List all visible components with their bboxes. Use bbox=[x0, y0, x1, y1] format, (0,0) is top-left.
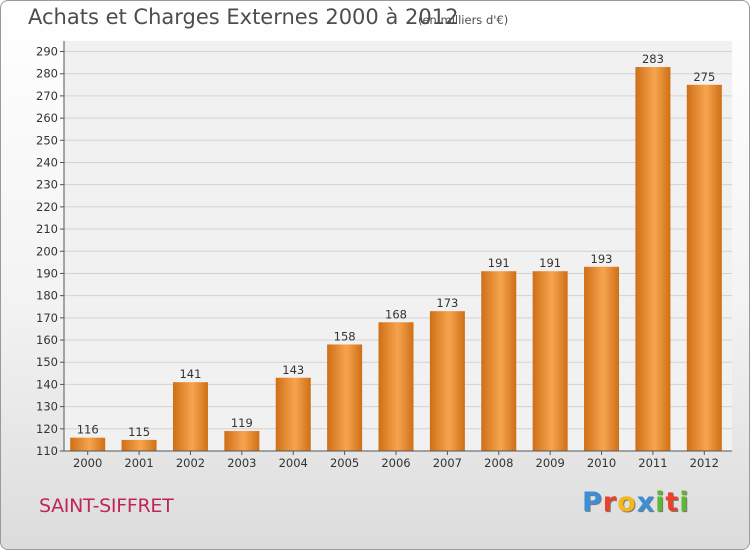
logo-letter: i bbox=[655, 487, 666, 518]
chart-subtitle: (en milliers d'€) bbox=[418, 13, 509, 27]
x-tick-label: 2012 bbox=[690, 456, 719, 470]
bar bbox=[327, 344, 363, 451]
bars: 116 115 141 119 143 158 168 173 191 191 193 283 275 bbox=[70, 52, 722, 452]
y-tick-label: 250 bbox=[36, 133, 58, 147]
bar-value-label: 191 bbox=[488, 256, 510, 270]
bar-value-label: 158 bbox=[334, 329, 356, 343]
y-tick-label: 160 bbox=[36, 333, 58, 347]
y-tick-label: 180 bbox=[36, 289, 58, 303]
logo-letter: t bbox=[665, 487, 680, 518]
logo-letter: i bbox=[679, 487, 690, 518]
y-tick-label: 220 bbox=[36, 200, 58, 214]
bar bbox=[481, 271, 517, 451]
x-axis: 2000 2001 2002 2003 2004 2005 2006 2007 2008 2009… bbox=[64, 450, 732, 470]
bar bbox=[121, 439, 157, 451]
bar-value-label: 168 bbox=[385, 307, 407, 321]
city-name: SAINT-SIFFRET bbox=[39, 495, 174, 517]
bar-value-label: 193 bbox=[591, 252, 613, 266]
bar bbox=[532, 271, 568, 451]
bar bbox=[429, 311, 465, 451]
chart-title: Achats et Charges Externes 2000 à 2012 bbox=[28, 5, 459, 29]
bar-value-label: 191 bbox=[539, 256, 561, 270]
y-tick-label: 110 bbox=[36, 444, 58, 458]
x-tick-label: 2001 bbox=[124, 456, 153, 470]
bar bbox=[70, 437, 106, 451]
y-tick-label: 210 bbox=[36, 222, 58, 236]
bar bbox=[635, 67, 671, 452]
bar bbox=[275, 377, 311, 451]
y-tick-label: 140 bbox=[36, 377, 58, 391]
proxiti-logo: Proxiti bbox=[582, 487, 690, 518]
x-tick-label: 2006 bbox=[381, 456, 410, 470]
y-tick-label: 120 bbox=[36, 422, 58, 436]
x-tick-label: 2000 bbox=[73, 456, 102, 470]
x-tick-label: 2004 bbox=[279, 456, 308, 470]
logo-letter: o bbox=[617, 487, 637, 518]
bar-value-label: 173 bbox=[436, 296, 458, 310]
y-tick-label: 260 bbox=[36, 111, 58, 125]
x-tick-label: 2009 bbox=[536, 456, 565, 470]
bar bbox=[378, 322, 414, 451]
bar-value-label: 275 bbox=[693, 70, 715, 84]
y-tick-label: 270 bbox=[36, 89, 58, 103]
x-tick-label: 2007 bbox=[433, 456, 462, 470]
bar-value-label: 119 bbox=[231, 416, 253, 430]
bar-value-label: 143 bbox=[282, 363, 304, 377]
logo-letter: r bbox=[602, 487, 618, 518]
y-axis: 110 120 130 140 150 160 170 180 190 200 210 220 230 2… bbox=[36, 41, 65, 458]
y-tick-label: 290 bbox=[36, 45, 58, 59]
bar-value-label: 283 bbox=[642, 52, 664, 66]
bar bbox=[584, 266, 620, 451]
logo-letter: x bbox=[636, 487, 656, 518]
x-tick-label: 2010 bbox=[587, 456, 616, 470]
y-tick-label: 240 bbox=[36, 155, 58, 169]
x-tick-label: 2008 bbox=[484, 456, 513, 470]
y-tick-label: 190 bbox=[36, 266, 58, 280]
y-tick-label: 280 bbox=[36, 67, 58, 81]
x-tick-label: 2005 bbox=[330, 456, 359, 470]
bar-value-label: 141 bbox=[179, 367, 201, 381]
bar-value-label: 116 bbox=[77, 423, 99, 437]
x-tick-label: 2002 bbox=[176, 456, 205, 470]
bar bbox=[686, 84, 722, 452]
y-tick-label: 150 bbox=[36, 355, 58, 369]
x-tick-label: 2003 bbox=[227, 456, 256, 470]
y-tick-label: 230 bbox=[36, 178, 58, 192]
y-tick-label: 200 bbox=[36, 244, 58, 258]
y-tick-label: 170 bbox=[36, 311, 58, 325]
y-tick-label: 130 bbox=[36, 400, 58, 414]
logo-letter: P bbox=[582, 487, 603, 518]
bar bbox=[172, 382, 208, 451]
bar-value-label: 115 bbox=[128, 425, 150, 439]
x-tick-label: 2011 bbox=[638, 456, 667, 470]
bar bbox=[224, 431, 260, 451]
